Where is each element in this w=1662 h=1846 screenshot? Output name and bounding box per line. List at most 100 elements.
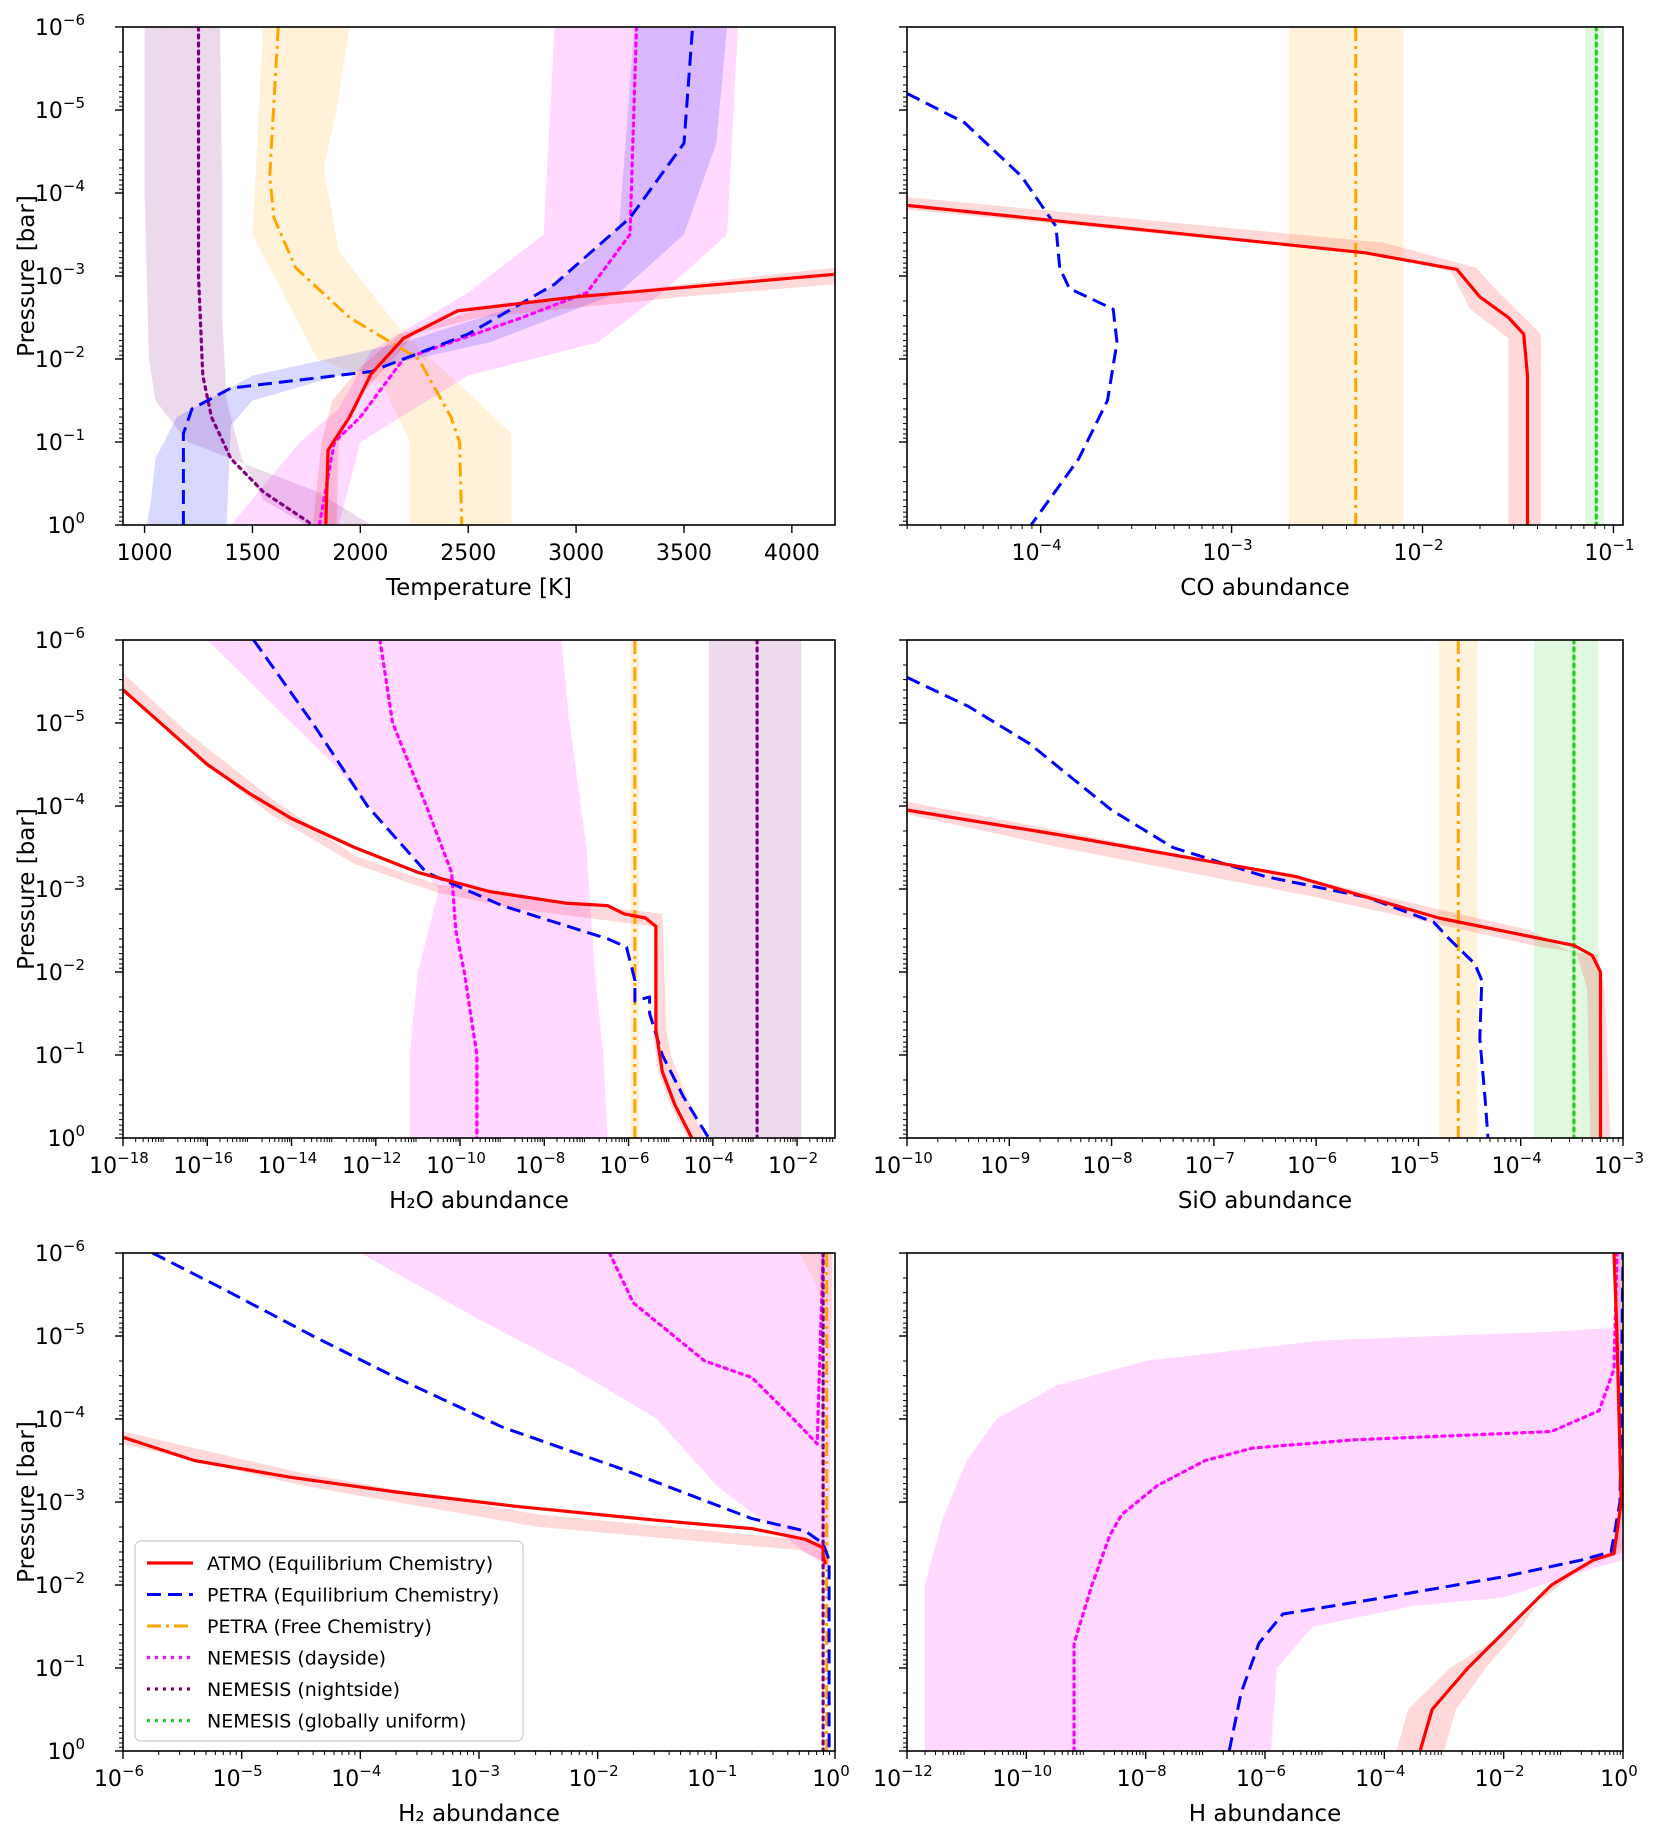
x-tick-label: 10−4 xyxy=(1492,1149,1542,1179)
petra_eq-line xyxy=(252,640,710,1138)
y-tick-label: 10−3 xyxy=(35,1486,85,1516)
x-tick-label: 10−2 xyxy=(768,1149,818,1179)
y-tick-label: 10−1 xyxy=(35,1039,85,1069)
x-tick-label: 10−6 xyxy=(599,1149,649,1179)
nem_day-line xyxy=(1072,1253,1619,1751)
y-tick-label: 10−2 xyxy=(35,343,85,373)
nem_night-band xyxy=(708,640,802,1138)
x-tick-label: 10−10 xyxy=(873,1149,933,1179)
x-tick-label: 10−7 xyxy=(1185,1149,1235,1179)
petra_eq-band xyxy=(146,27,728,525)
legend-label-petra_eq: PETRA (Equilibrium Chemistry) xyxy=(207,1585,499,1607)
y-tick-label: 100 xyxy=(47,509,85,539)
x-axis-label: SiO abundance xyxy=(1178,1188,1352,1214)
nem_night-band xyxy=(144,27,372,525)
plot-area xyxy=(924,1253,1623,1751)
y-tick-label: 10−3 xyxy=(35,873,85,903)
y-tick-label: 10−5 xyxy=(35,94,85,124)
y-axis-label: Pressure [bar] xyxy=(14,1421,40,1583)
x-tick-label: 10−3 xyxy=(1203,536,1253,566)
y-tick-label: 10−1 xyxy=(35,426,85,456)
x-tick-label: 10−3 xyxy=(450,1762,500,1792)
nem_night-line xyxy=(196,27,315,525)
nem_day-line xyxy=(317,27,639,525)
x-tick-label: 1000 xyxy=(117,541,173,566)
x-tick-label: 10−3 xyxy=(1594,1149,1644,1179)
x-tick-label: 10−2 xyxy=(569,1762,619,1792)
y-tick-label: 10−4 xyxy=(35,177,85,207)
y-tick-label: 100 xyxy=(47,1735,85,1765)
x-axis-label: CO abundance xyxy=(1180,575,1349,601)
x-tick-label: 10−6 xyxy=(94,1762,144,1792)
nem_day-line xyxy=(378,640,479,1138)
nem_global-band xyxy=(1584,27,1604,525)
panel-sio: 10−10 10−9 10−8 10−7 10−6 10−5 10−4 10−3 SiO abu… xyxy=(873,639,1644,1214)
x-tick-label: 10−6 xyxy=(1287,1149,1337,1179)
x-tick-label: 2500 xyxy=(440,541,496,566)
plot-area xyxy=(123,1253,833,1751)
x-tick-label: 10−9 xyxy=(980,1149,1030,1179)
x-tick-label: 100 xyxy=(812,1762,850,1792)
ticks: 10−4 10−3 10−2 10−1 xyxy=(899,26,1635,566)
y-tick-label: 100 xyxy=(47,1122,85,1152)
plot-area xyxy=(907,640,1611,1138)
plot-area xyxy=(907,27,1604,525)
legend-box xyxy=(134,1540,524,1742)
atmo-line xyxy=(1418,1253,1623,1751)
y-axis-label: Pressure [bar] xyxy=(14,195,40,357)
legend: ATMO (Equilibrium Chemistry) PETRA (Equil… xyxy=(134,1540,524,1742)
x-tick-label: 10−4 xyxy=(331,1762,381,1792)
legend-label-nem_global: NEMESIS (globally uniform) xyxy=(207,1711,466,1733)
y-tick-label: 10−2 xyxy=(35,1569,85,1599)
x-tick-label: 10−8 xyxy=(515,1149,565,1179)
nem_day-band xyxy=(924,1253,1623,1751)
nem_global-band xyxy=(1534,640,1599,1138)
x-tick-label: 10−6 xyxy=(1236,1762,1286,1792)
nem_day-band xyxy=(207,640,608,1138)
x-tick-label: 10−2 xyxy=(1393,536,1443,566)
x-axis-label: H₂O abundance xyxy=(389,1188,569,1214)
atmo-line xyxy=(123,1435,828,1565)
petra_eq-line xyxy=(152,1253,831,1751)
x-axis-label: H abundance xyxy=(1189,1801,1342,1827)
x-tick-label: 10−1 xyxy=(687,1762,737,1792)
x-tick-label: 2000 xyxy=(332,541,388,566)
x-tick-label: 10−5 xyxy=(1389,1149,1439,1179)
y-tick-label: 10−6 xyxy=(35,1237,85,1267)
plot-area xyxy=(144,27,835,525)
x-tick-label: 10−10 xyxy=(426,1149,486,1179)
x-tick-label: 3000 xyxy=(548,541,604,566)
plot-area xyxy=(123,640,802,1138)
legend-label-atmo: ATMO (Equilibrium Chemistry) xyxy=(207,1553,493,1575)
ticks: 10−12 10−10 10−8 10−6 10−4 10−2 100 xyxy=(873,1252,1638,1792)
x-tick-label: 10−2 xyxy=(1475,1762,1525,1792)
nem_day-band xyxy=(360,1253,833,1569)
atmo-band xyxy=(1396,1253,1623,1751)
ticks: 10−6 10−5 10−4 10−3 10−2 10−1 100 10−6 10−5 10−4 1… xyxy=(35,1237,850,1792)
legend-label-petra_free: PETRA (Free Chemistry) xyxy=(207,1616,432,1638)
x-axis-label: Temperature [K] xyxy=(385,575,572,601)
panel-h: 10−12 10−10 10−8 10−6 10−4 10−2 100 H abundance xyxy=(873,1252,1638,1827)
legend-label-nem_night: NEMESIS (nightside) xyxy=(207,1679,400,1701)
x-tick-label: 3500 xyxy=(656,541,712,566)
x-tick-label: 4000 xyxy=(764,541,820,566)
atmo-line xyxy=(907,203,1530,525)
y-tick-label: 10−4 xyxy=(35,1403,85,1433)
petra_eq-line xyxy=(181,27,695,525)
panel-h2: 10−6 10−5 10−4 10−3 10−2 10−1 100 10−6 10−5 10−4 1… xyxy=(14,1237,850,1827)
x-tick-label: 10−10 xyxy=(993,1762,1053,1792)
petra_free-band xyxy=(252,27,512,525)
atmo-line xyxy=(324,272,835,525)
y-tick-label: 10−5 xyxy=(35,1320,85,1350)
x-tick-label: 10−18 xyxy=(89,1149,149,1179)
y-tick-label: 10−1 xyxy=(35,1652,85,1682)
x-tick-label: 100 xyxy=(1600,1762,1638,1792)
y-tick-label: 10−6 xyxy=(35,11,85,41)
x-tick-label: 10−1 xyxy=(1584,536,1634,566)
petra_eq-line xyxy=(1227,1253,1623,1751)
petra_eq-line xyxy=(907,92,1119,525)
atmo-line xyxy=(907,808,1603,1138)
